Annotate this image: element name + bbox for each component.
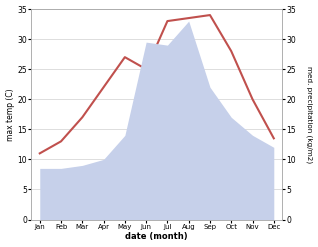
Y-axis label: max temp (C): max temp (C) xyxy=(5,88,15,141)
X-axis label: date (month): date (month) xyxy=(126,232,188,242)
Y-axis label: med. precipitation (kg/m2): med. precipitation (kg/m2) xyxy=(306,66,313,163)
